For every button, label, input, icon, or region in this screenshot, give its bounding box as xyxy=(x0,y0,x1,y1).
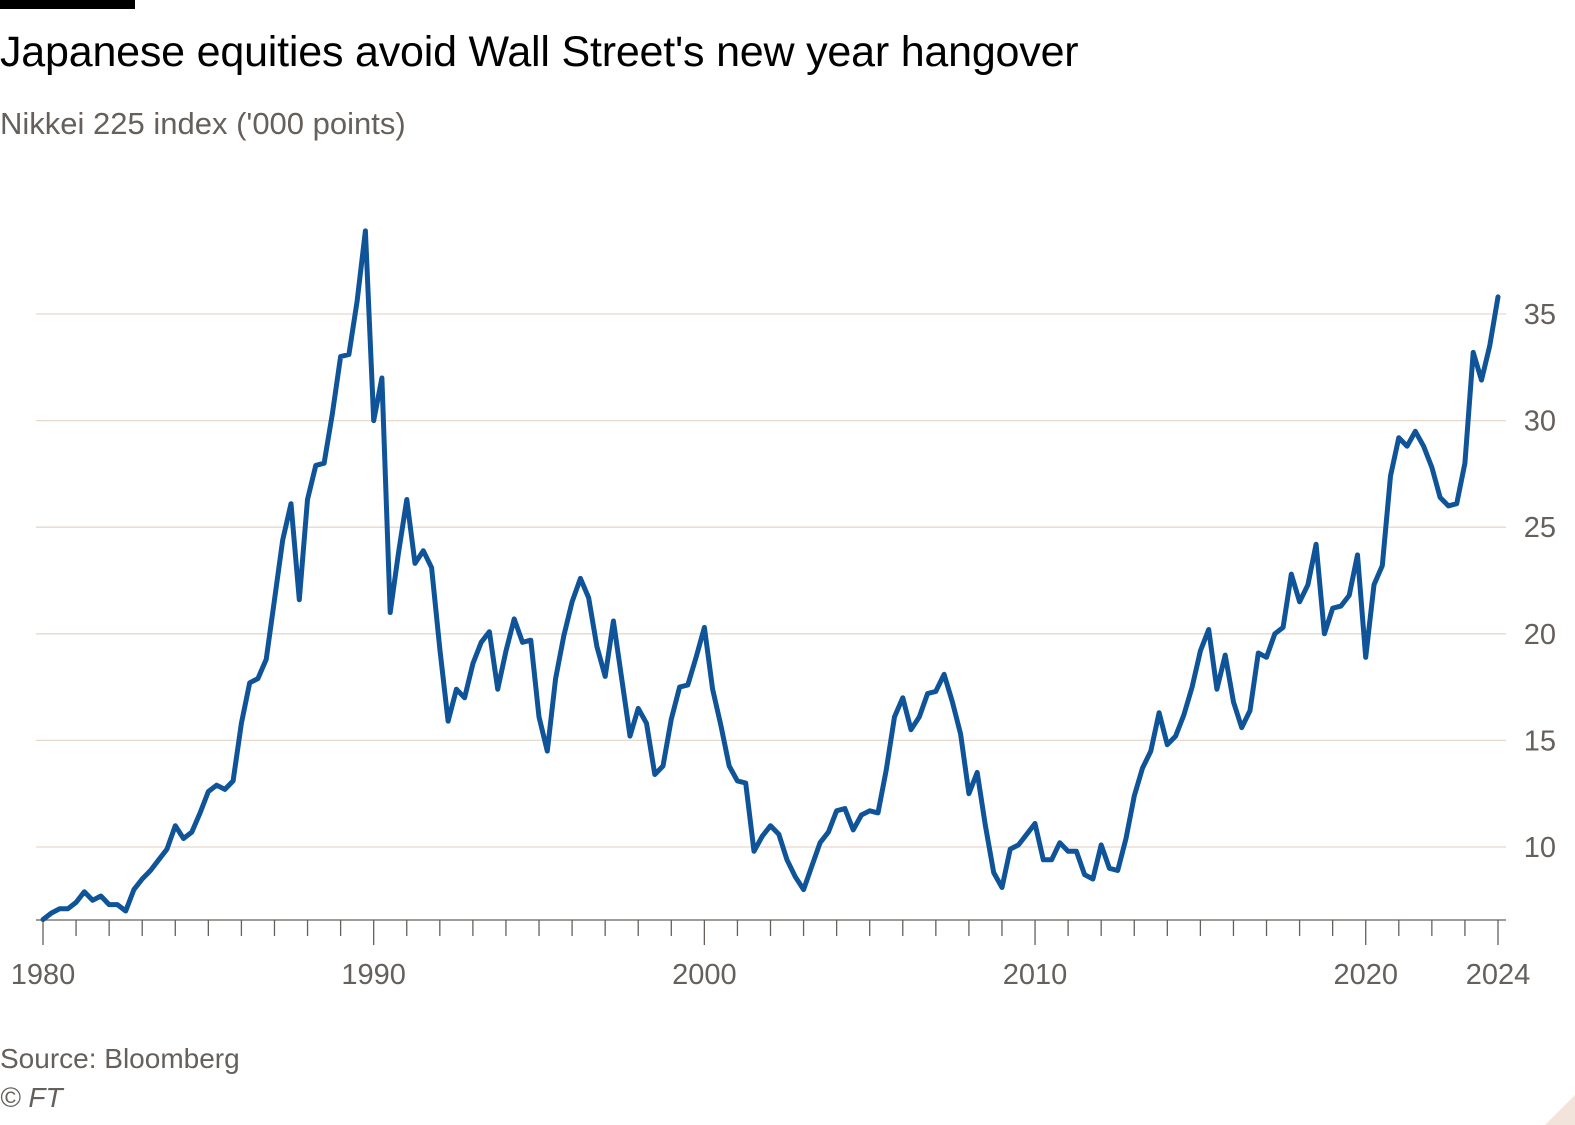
corner-decoration xyxy=(1545,1095,1575,1125)
copyright-note: © FT xyxy=(0,1082,63,1113)
y-tick-label-20: 20 xyxy=(1524,619,1556,651)
brand-bar xyxy=(0,0,135,9)
x-tick-label-2010: 2010 xyxy=(1003,959,1068,991)
x-tick-label-2024: 2024 xyxy=(1466,959,1531,991)
source-note: Source: Bloomberg xyxy=(0,1043,240,1074)
x-tick-label-2000: 2000 xyxy=(672,959,737,991)
chart-subtitle: Nikkei 225 index ('000 points) xyxy=(0,106,406,141)
y-tick-label-30: 30 xyxy=(1524,406,1556,438)
y-tick-label-25: 25 xyxy=(1524,512,1556,544)
series-line-nikkei-225 xyxy=(40,228,1501,922)
y-tick-label-10: 10 xyxy=(1524,832,1556,864)
series-group xyxy=(40,228,1501,922)
y-axis-labels: 10 15 20 25 30 35 xyxy=(1524,299,1556,864)
x-tick-label-1990: 1990 xyxy=(341,959,406,991)
x-tick-label-1980: 1980 xyxy=(11,959,76,991)
y-tick-label-35: 35 xyxy=(1524,299,1556,331)
x-axis: 1980 1990 2000 2010 2020 2024 xyxy=(11,919,1531,991)
gridlines xyxy=(36,313,1506,848)
x-tick-label-2020: 2020 xyxy=(1333,959,1398,991)
y-tick-label-15: 15 xyxy=(1524,725,1556,757)
chart-title: Japanese equities avoid Wall Street's ne… xyxy=(0,28,1079,76)
